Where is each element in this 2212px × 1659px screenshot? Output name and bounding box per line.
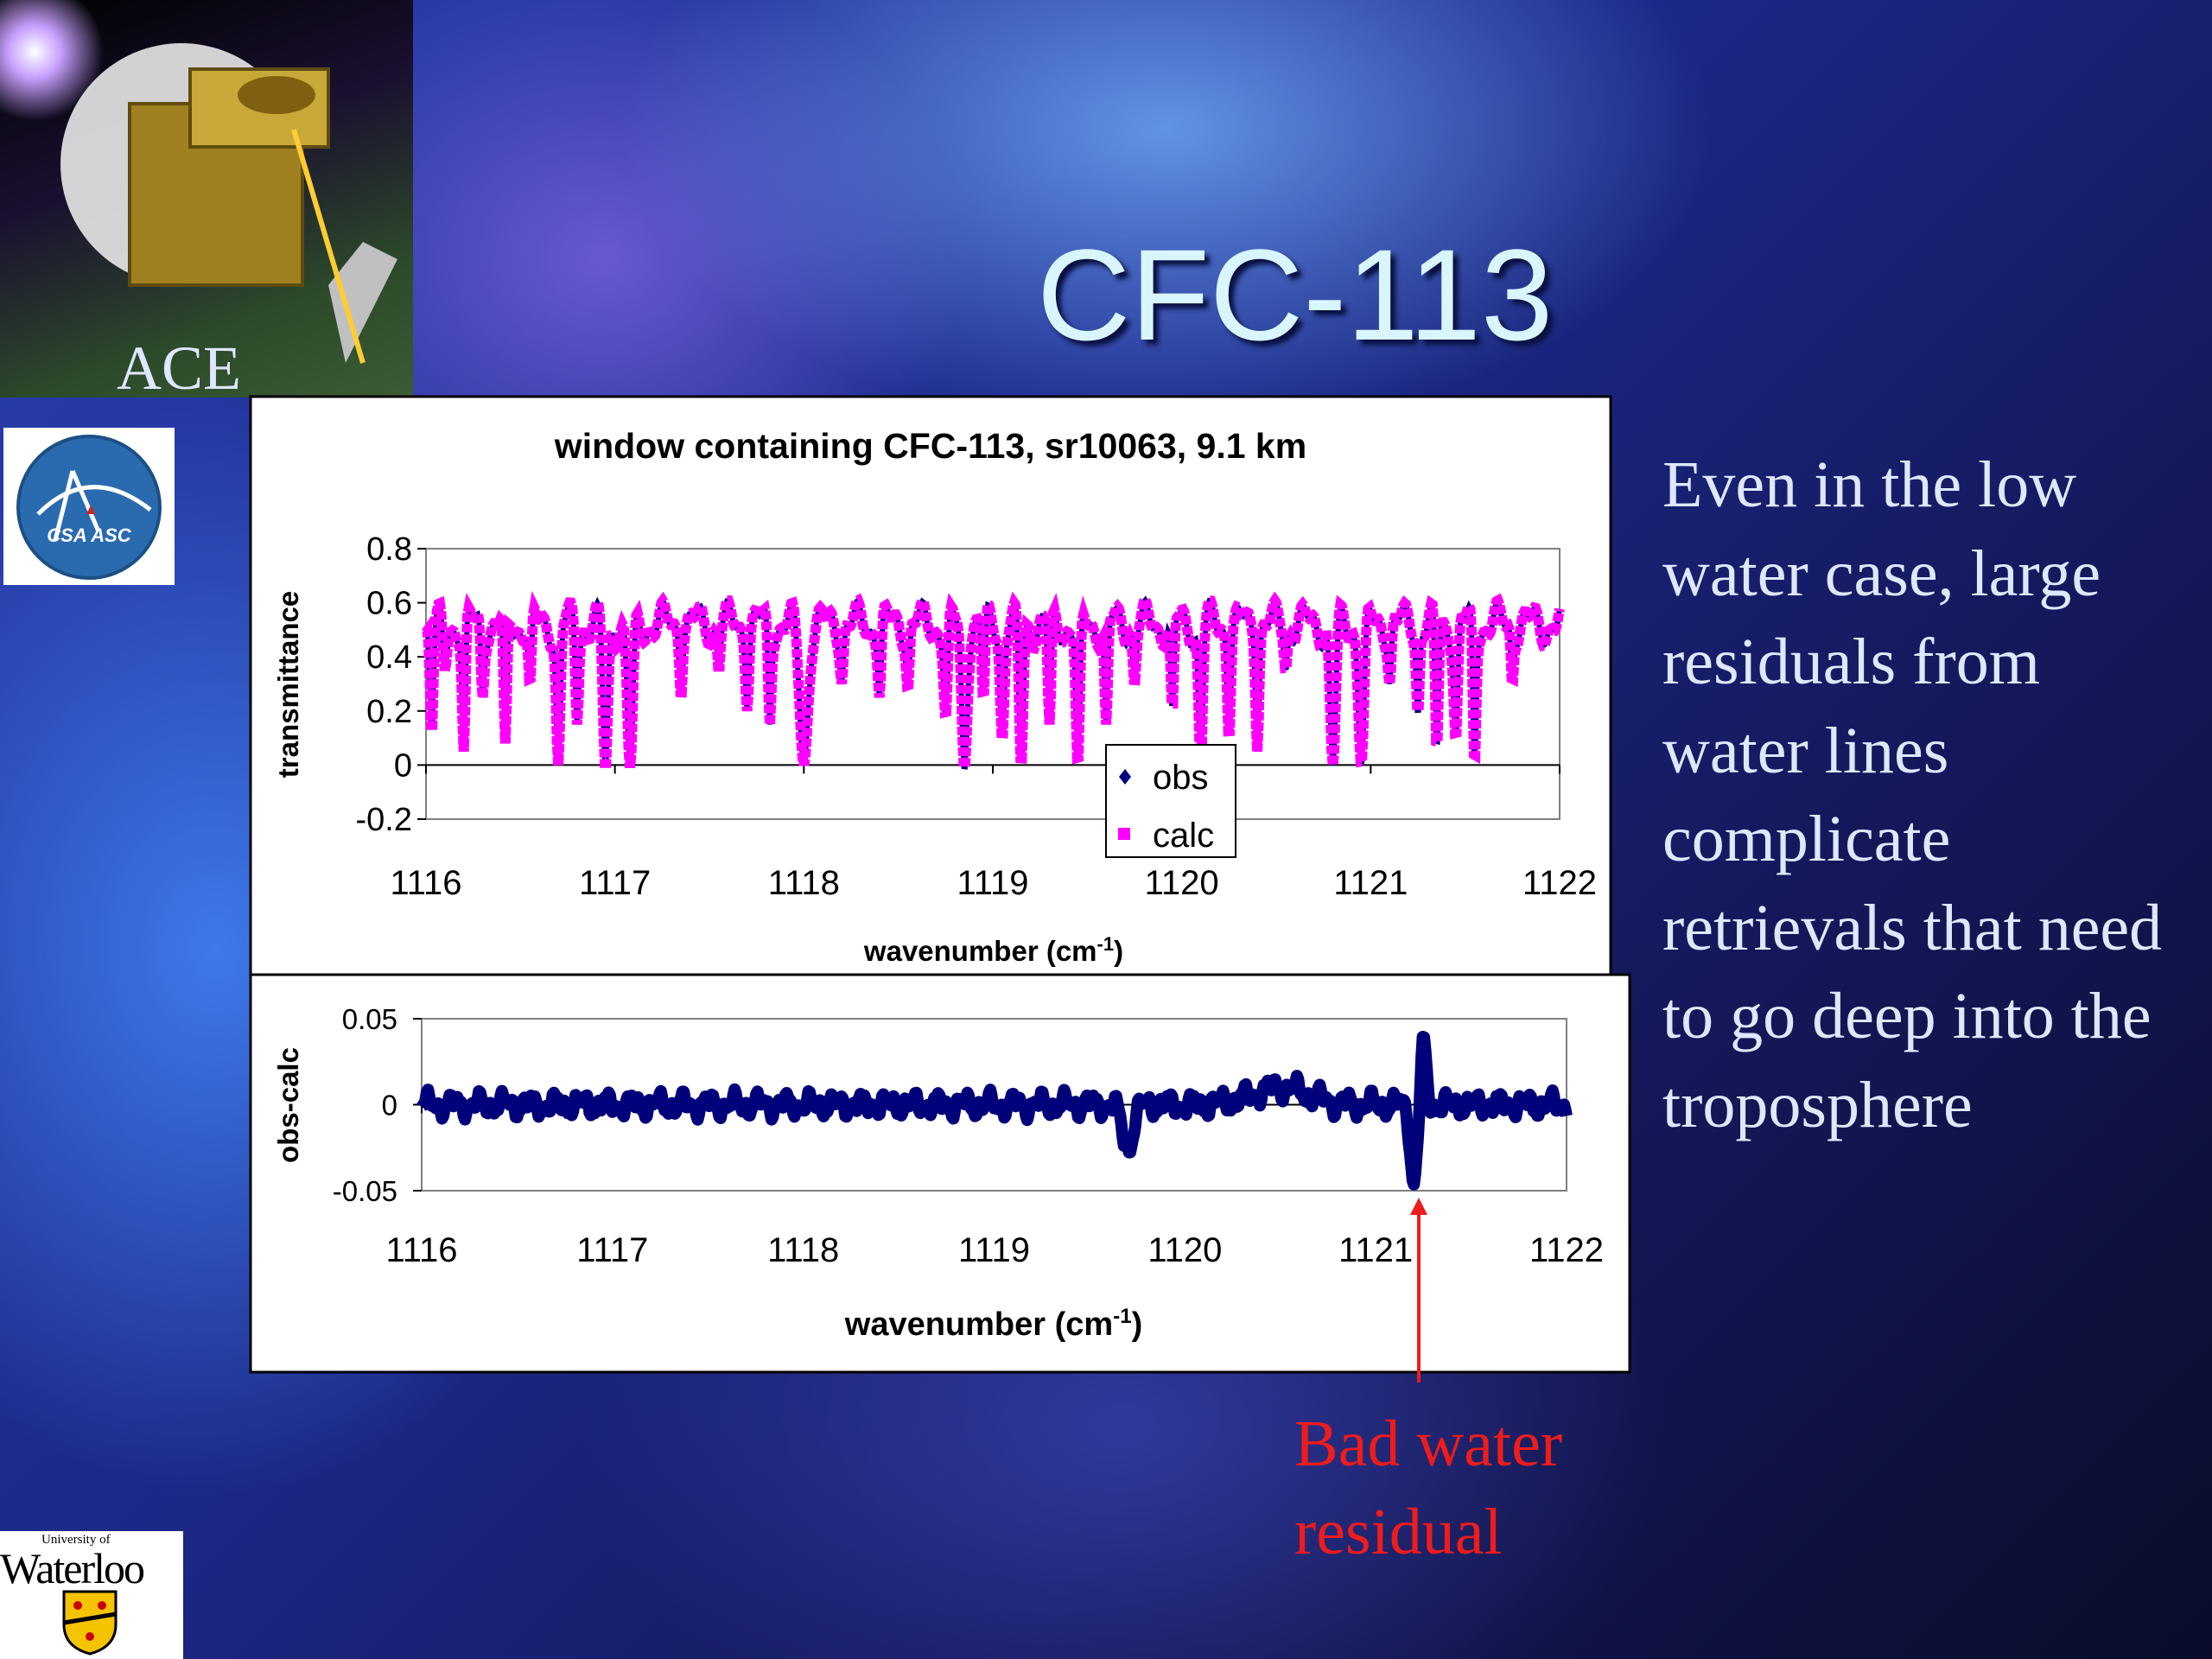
x-tick-label: 1116 bbox=[390, 864, 461, 902]
side-text: Even in the low water case, large residu… bbox=[1662, 448, 2163, 1141]
y-tick-label: -0.05 bbox=[333, 1175, 397, 1207]
x-tick-label: 1118 bbox=[768, 864, 840, 902]
x-tick-label: 1121 bbox=[1333, 864, 1408, 902]
legend-obs-label: obs bbox=[1153, 759, 1209, 797]
x-tick-label: 1119 bbox=[958, 1231, 1030, 1269]
waterloo-logo: University of Waterloo bbox=[0, 1531, 183, 1659]
annotation-line-2: residual bbox=[1294, 1496, 1503, 1568]
residual-series bbox=[416, 1031, 1573, 1191]
transmittance-chart: window containing CFC-113, sr10063, 9.1 … bbox=[272, 426, 1597, 967]
y-tick-label: -0.2 bbox=[356, 802, 412, 838]
calc-series bbox=[422, 590, 1565, 773]
bottom-chart-panel bbox=[249, 973, 1631, 1374]
uw-big-text: Waterloo bbox=[0, 1544, 145, 1592]
satellite-icon bbox=[60, 43, 397, 364]
bad-water-annotation: Bad water residual bbox=[1294, 1400, 1562, 1576]
x-axis-ticks: 1116 1117 1118 1119 1120 1121 1122 bbox=[385, 1104, 1604, 1269]
x-tick-label: 1116 bbox=[385, 1231, 457, 1269]
arrow-head-icon bbox=[1410, 1198, 1427, 1215]
x-axis-label: wavenumber (cm-1) bbox=[844, 1305, 1142, 1343]
y-tick-label: 0.6 bbox=[366, 586, 412, 622]
y-tick-label: 0 bbox=[382, 1090, 397, 1122]
csa-text: CSA ASC bbox=[47, 524, 131, 546]
y-tick-label: 0 bbox=[394, 747, 412, 784]
slide-title: CFC-113 bbox=[1037, 222, 1554, 367]
y-axis-label: transmittance bbox=[272, 591, 304, 778]
y-tick-label: 0.4 bbox=[366, 639, 412, 676]
shield-icon bbox=[62, 1590, 118, 1656]
x-tick-label: 1122 bbox=[1529, 1231, 1604, 1269]
residual-chart: 0.050-0.05 1116 1117 1118 1119 1120 1121 1122 … bbox=[272, 1003, 1604, 1343]
uw-small-text: University of bbox=[41, 1533, 111, 1547]
chart-title: window containing CFC-113, sr10063, 9.1 … bbox=[554, 426, 1306, 466]
csa-logo: CSA ASC bbox=[3, 428, 175, 585]
legend-calc-marker bbox=[1118, 828, 1130, 840]
x-tick-label: 1119 bbox=[957, 864, 1028, 902]
x-tick-label: 1117 bbox=[579, 864, 651, 902]
x-tick-label: 1121 bbox=[1338, 1231, 1413, 1269]
y-tick-label: 0.8 bbox=[366, 531, 412, 568]
legend-obs-marker bbox=[1119, 769, 1131, 785]
legend: obs calc bbox=[1105, 744, 1236, 858]
y-tick-label: 0.05 bbox=[342, 1003, 397, 1035]
x-tick-label: 1120 bbox=[1147, 1231, 1222, 1269]
x-tick-label: 1118 bbox=[767, 1231, 839, 1269]
x-axis-label: wavenumber (cm-1) bbox=[863, 933, 1123, 967]
annotation-line-1: Bad water bbox=[1294, 1408, 1563, 1480]
legend-calc-label: calc bbox=[1153, 817, 1214, 855]
ace-label: ACE bbox=[117, 334, 241, 403]
y-axis-label: obs-calc bbox=[272, 1047, 304, 1163]
x-tick-label: 1120 bbox=[1145, 864, 1219, 902]
x-axis-ticks: 1116 1117 1118 1119 1120 1121 1122 bbox=[390, 765, 1597, 902]
ace-logo: ACE bbox=[0, 0, 413, 403]
x-tick-label: 1122 bbox=[1522, 864, 1597, 902]
x-tick-label: 1117 bbox=[576, 1231, 648, 1269]
y-tick-label: 0.2 bbox=[366, 694, 412, 730]
